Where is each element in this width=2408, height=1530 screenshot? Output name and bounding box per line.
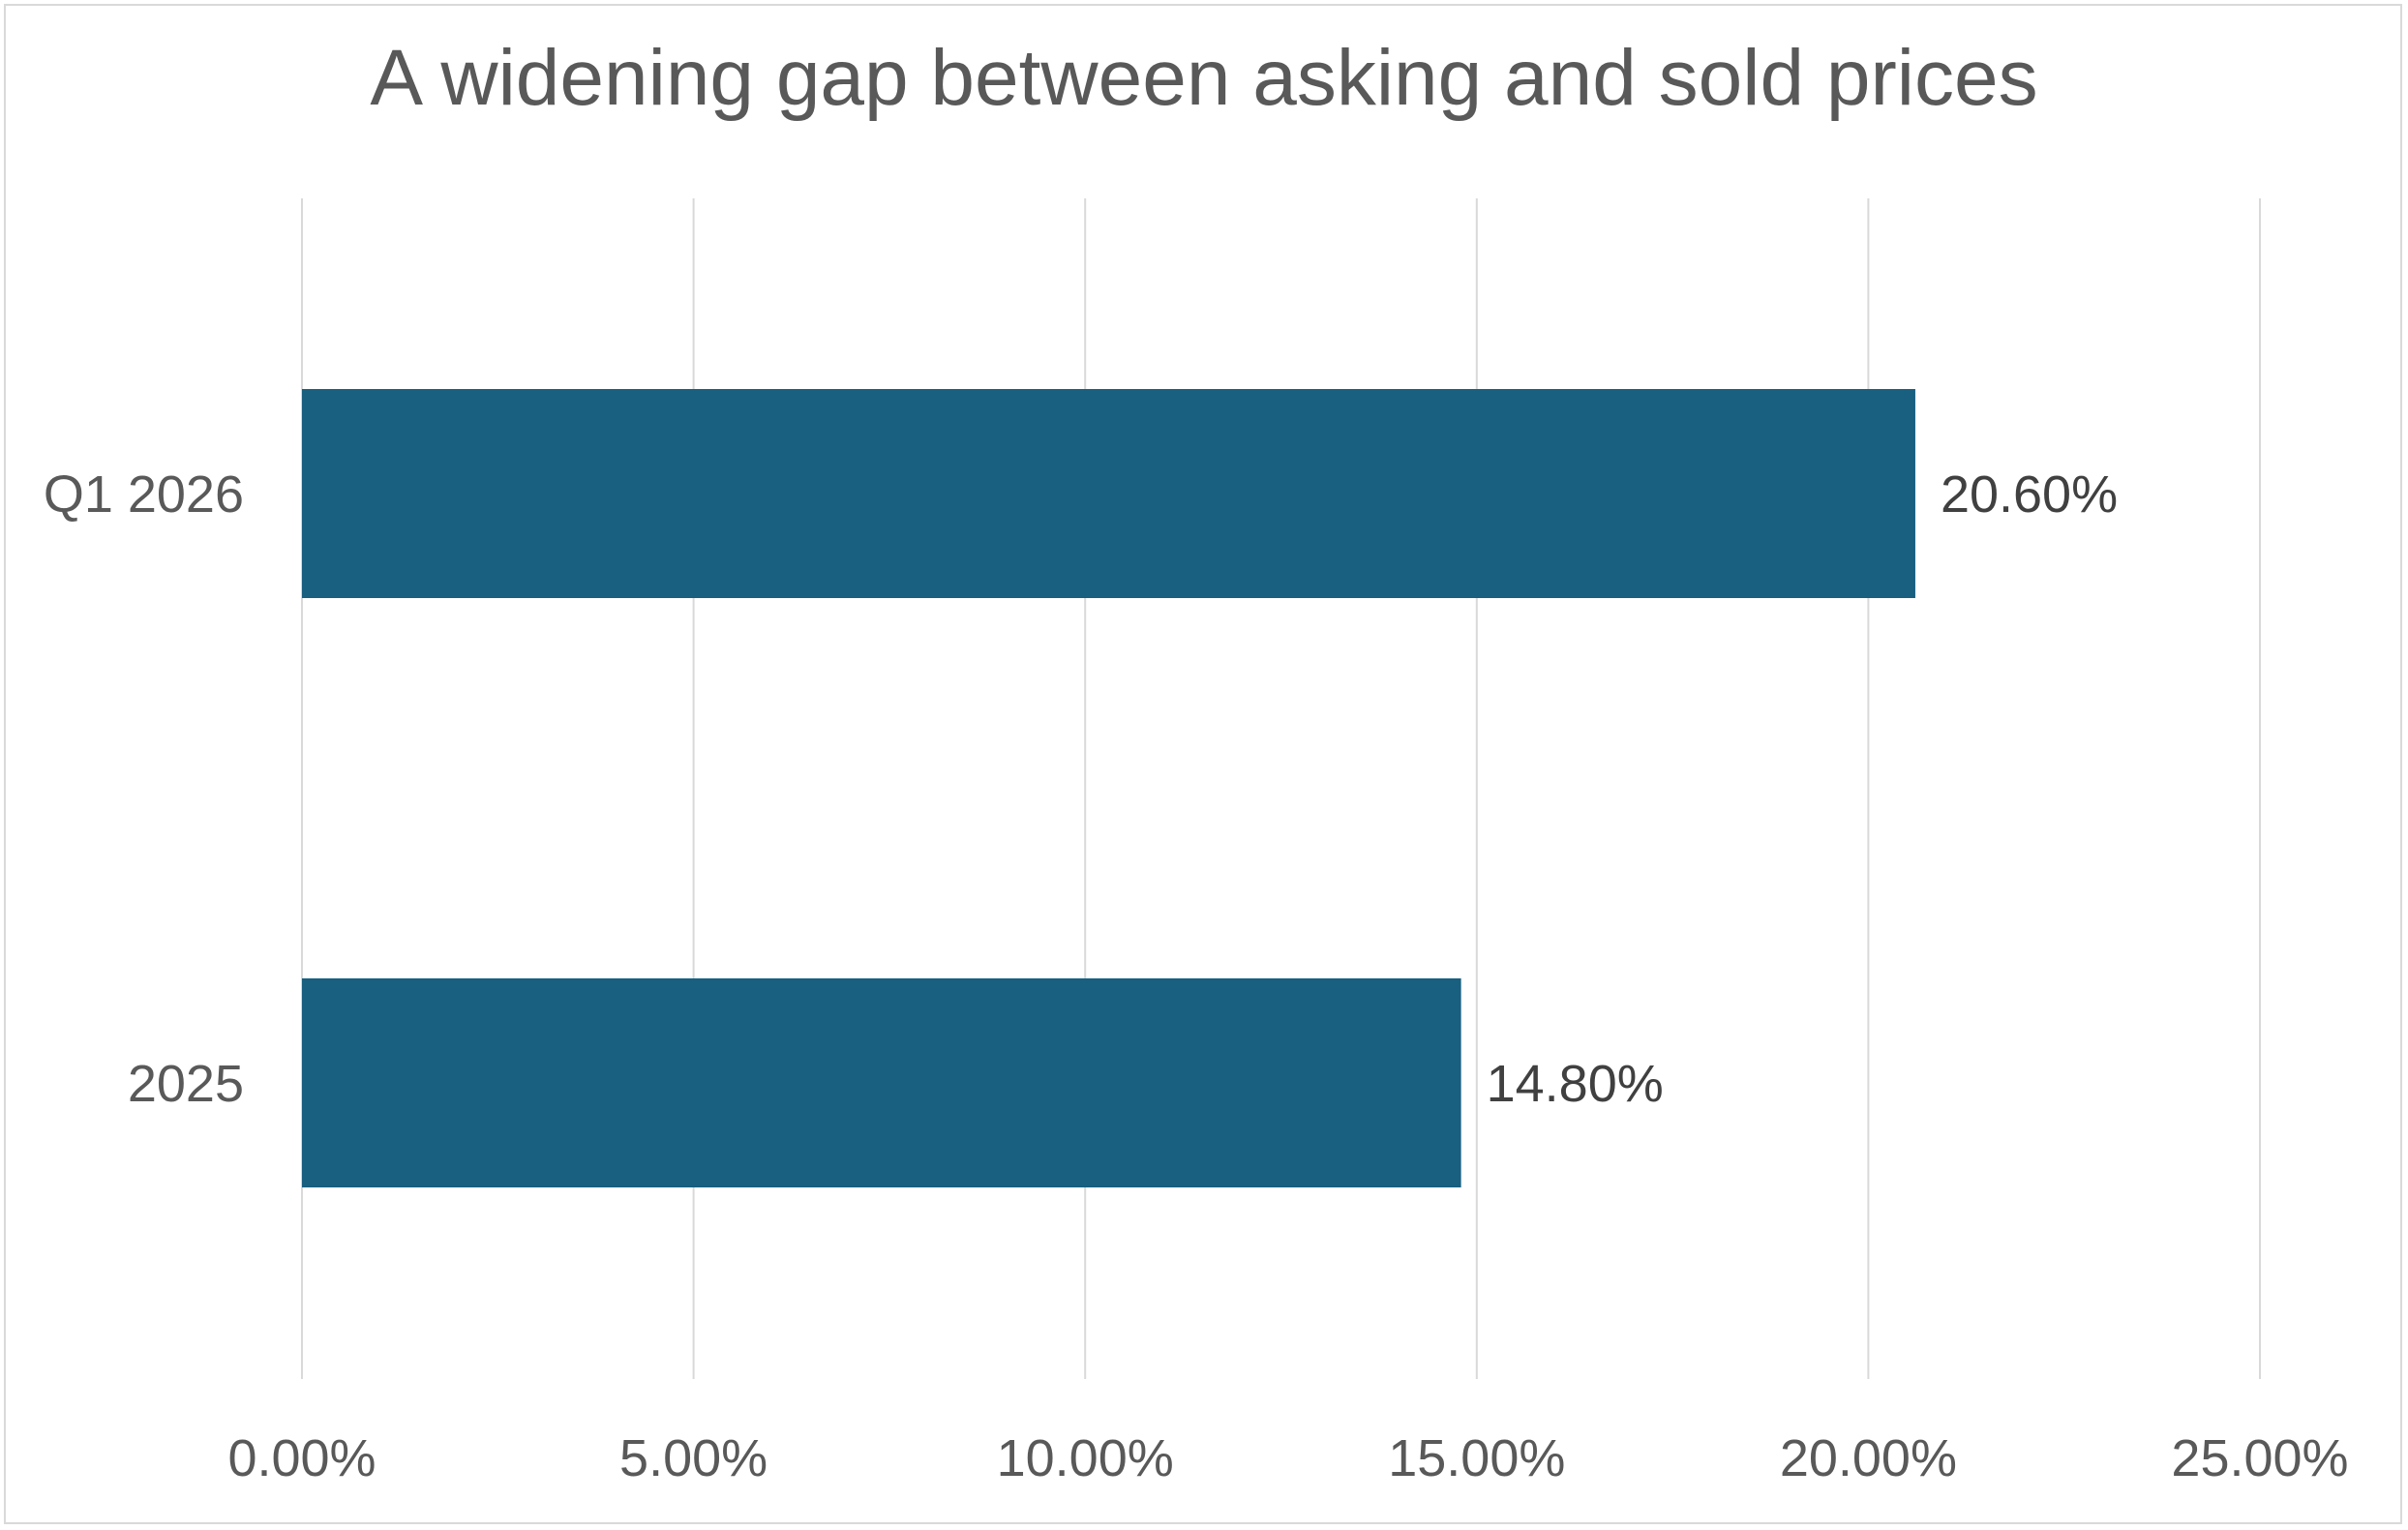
data-label: 14.80% xyxy=(1487,1055,1664,1113)
x-tick-label: 10.00% xyxy=(997,1429,1174,1487)
x-tick-label: 15.00% xyxy=(1388,1429,1565,1487)
data-label: 20.60% xyxy=(1941,465,2118,524)
chart-title: A widening gap between asking and sold p… xyxy=(370,34,2038,122)
x-tick-label: 0.00% xyxy=(227,1429,376,1487)
chart-frame xyxy=(4,4,2402,1524)
y-axis-category-labels: Q1 2026 2025 xyxy=(44,465,244,1113)
gridlines xyxy=(301,198,2261,1379)
category-label: 2025 xyxy=(128,1055,244,1113)
bar xyxy=(302,978,1461,1187)
category-label: Q1 2026 xyxy=(44,465,244,524)
data-labels: 20.60% 14.80% xyxy=(1487,465,2118,1113)
x-tick-label: 25.00% xyxy=(2171,1429,2348,1487)
x-axis-tick-labels: 0.00% 5.00% 10.00% 15.00% 20.00% 25.00% xyxy=(227,1429,2348,1487)
bars xyxy=(302,389,1915,1187)
x-tick-label: 20.00% xyxy=(1780,1429,1957,1487)
x-tick-label: 5.00% xyxy=(619,1429,768,1487)
bar xyxy=(302,389,1915,598)
